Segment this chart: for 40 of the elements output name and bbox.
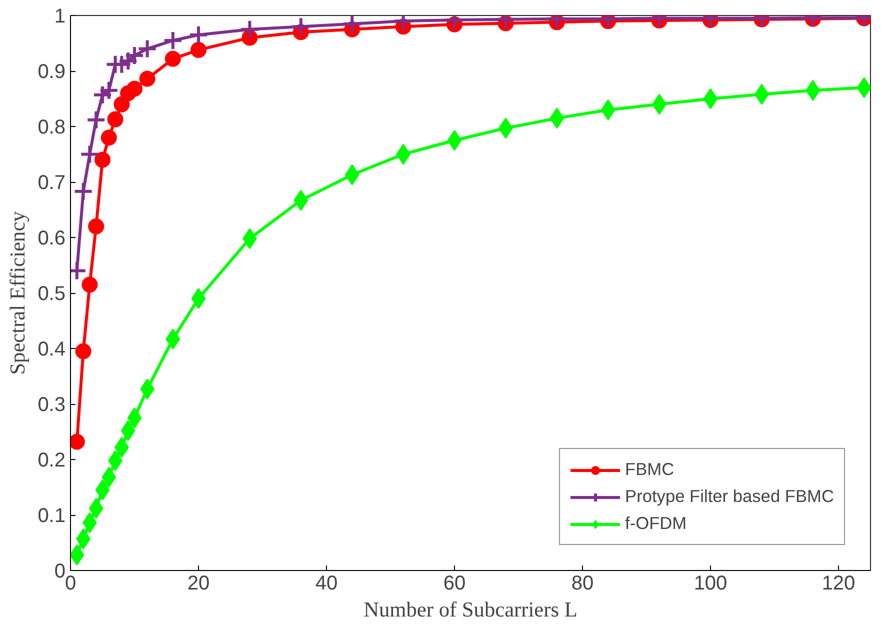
legend-label: FBMC xyxy=(625,459,674,480)
point xyxy=(88,218,104,234)
point xyxy=(162,30,183,50)
point xyxy=(107,111,124,128)
legend-label: f-OFDM xyxy=(625,513,687,534)
point xyxy=(139,70,156,87)
point xyxy=(190,42,206,58)
point xyxy=(164,50,181,67)
point xyxy=(94,152,110,168)
point xyxy=(75,343,92,360)
y-tick-label: 0.2 xyxy=(38,450,66,472)
x-tick-label: 80 xyxy=(571,572,594,594)
point xyxy=(114,96,130,112)
x-axis-title: Number of Subcarriers L xyxy=(364,598,578,622)
x-tick-label: 40 xyxy=(315,572,338,594)
x-tick-label: 20 xyxy=(187,572,210,594)
y-tick-label: 0.5 xyxy=(38,283,66,305)
y-tick-label: 0.9 xyxy=(38,61,66,83)
point xyxy=(188,24,208,45)
point xyxy=(240,19,260,40)
y-tick-label: 0.1 xyxy=(38,505,66,527)
y-tick-label: 0.7 xyxy=(38,172,66,194)
y-tick-label: 1 xyxy=(54,6,66,28)
point xyxy=(290,16,311,37)
point xyxy=(73,181,94,202)
point xyxy=(86,110,106,130)
point xyxy=(126,80,142,97)
point xyxy=(80,144,100,164)
y-tick-label: 0.6 xyxy=(38,228,66,250)
x-tick-label: 120 xyxy=(822,572,856,594)
legend-label: Protype Filter based FBMC xyxy=(625,486,834,507)
y-tick-label: 0.4 xyxy=(38,338,66,360)
y-tick-label: 0.3 xyxy=(38,394,66,416)
y-axis-title: Spectral Efficiency xyxy=(6,210,30,375)
point xyxy=(100,130,117,146)
x-tick-label: 100 xyxy=(694,572,728,594)
y-tick-label: 0.8 xyxy=(38,116,66,138)
point xyxy=(342,16,362,34)
x-tick-label: 60 xyxy=(443,572,466,594)
point xyxy=(82,276,98,293)
